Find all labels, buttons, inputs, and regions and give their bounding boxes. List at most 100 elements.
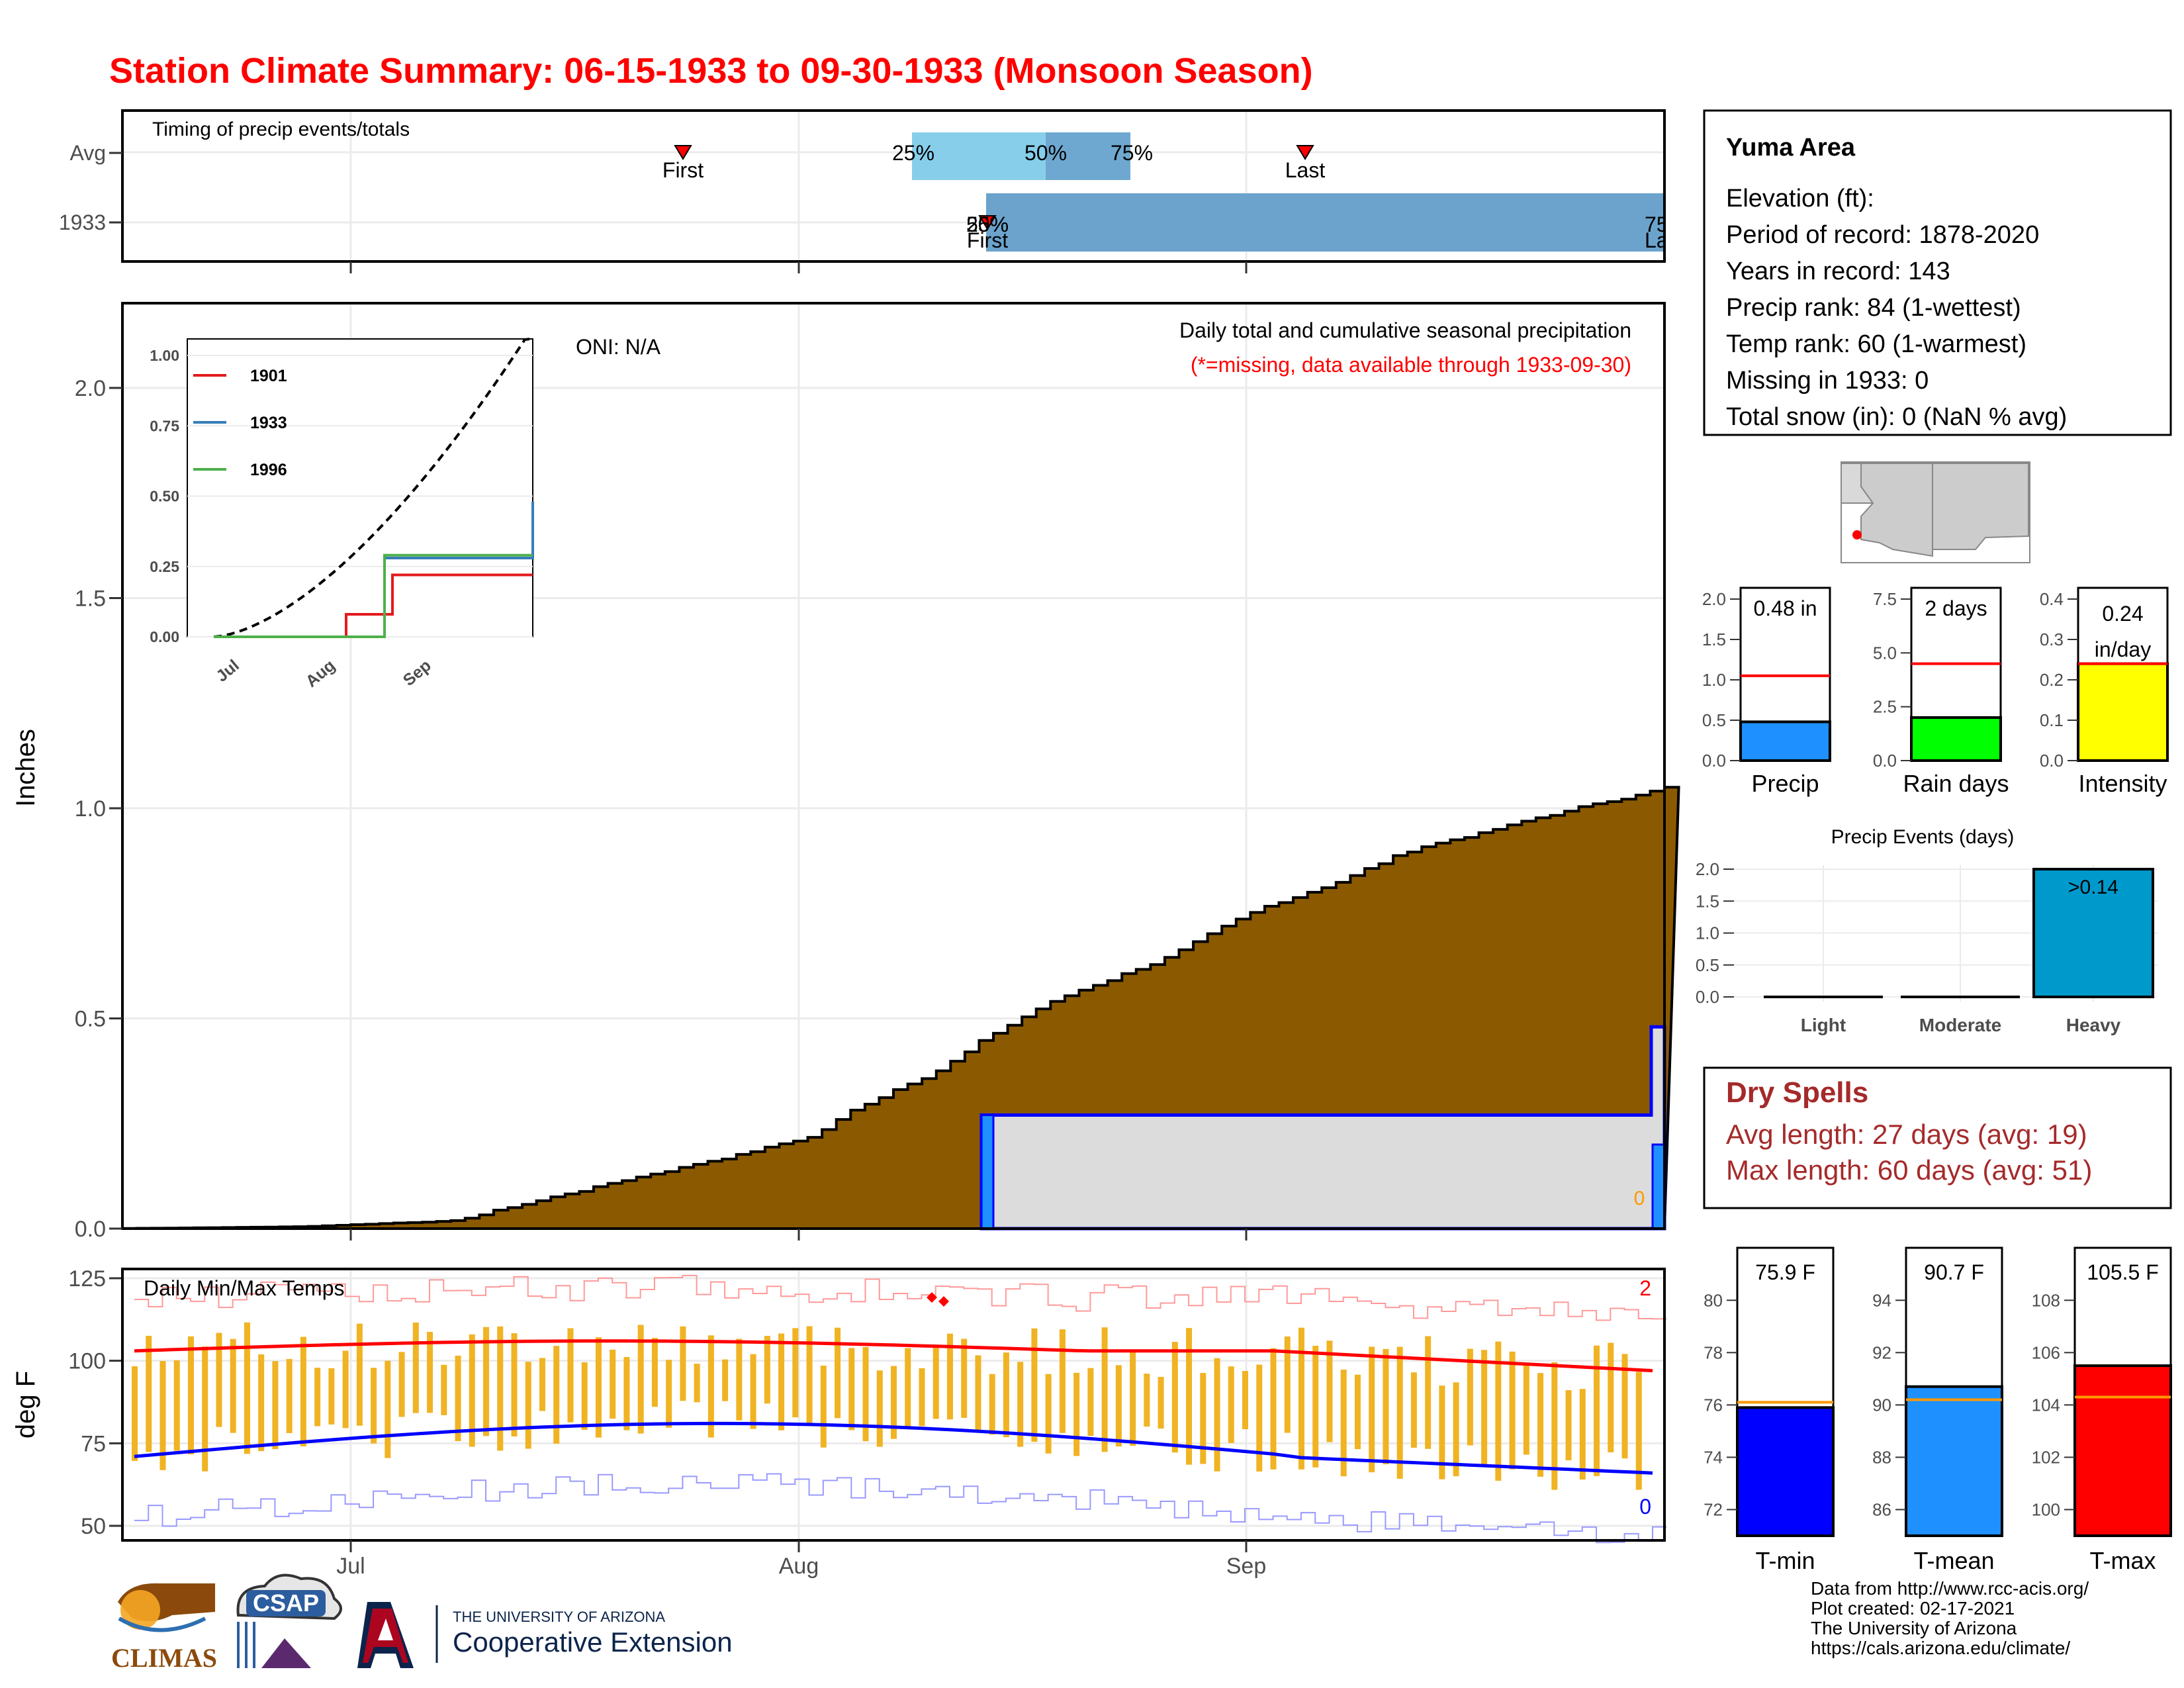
- temp-bar-tick: 90: [1872, 1395, 1891, 1415]
- inset-avg-line: [213, 337, 533, 638]
- daily-temp-bar: [1439, 1385, 1445, 1479]
- daily-temp-bar: [1383, 1348, 1389, 1465]
- daily-temp-bar: [595, 1337, 602, 1438]
- avg-first-marker: [674, 145, 692, 160]
- main-y-tick: 0.0: [75, 1217, 106, 1242]
- climas-logo-text: CLIMAS: [111, 1643, 217, 1673]
- daily-temp-bar: [427, 1331, 433, 1413]
- daily-temp-bar: [820, 1366, 827, 1448]
- csap-logo-rain: [237, 1622, 255, 1668]
- daily-temp-bar: [736, 1338, 743, 1421]
- temp-bar-value-1: 90.7 F: [1924, 1260, 1984, 1284]
- daily-temp-bar: [1425, 1336, 1432, 1449]
- daily-temp-bar: [1410, 1372, 1417, 1448]
- timing-row-1933: 1933: [59, 211, 106, 234]
- footer-line-2: Plot created: 02-17-2021: [1811, 1598, 2015, 1618]
- daily-temp-bar: [1509, 1351, 1516, 1470]
- daily-temp-bar: [905, 1348, 911, 1427]
- mini-bar-value-unit-2: in/day: [2095, 637, 2151, 661]
- daily-temp-bar: [146, 1335, 152, 1452]
- record-min-line: [134, 1473, 1667, 1544]
- record-high-marker: [938, 1296, 949, 1307]
- inset-series-1996: [214, 553, 533, 638]
- record-min-count: 0: [1639, 1495, 1651, 1519]
- record-max-line: [134, 1274, 1667, 1321]
- daily-temp-bar: [300, 1336, 306, 1446]
- missing-note: (*=missing, data available through 1933-…: [1191, 353, 1631, 377]
- temp-bar-tick: 108: [2032, 1290, 2060, 1310]
- main-panel-frame: [121, 302, 1666, 1230]
- temp-bar-tick: 106: [2032, 1342, 2060, 1362]
- inset-y-tick: 0.50: [150, 488, 179, 505]
- avg-iqr-low-box: [912, 132, 1046, 180]
- y1933-box: [986, 193, 1664, 252]
- daily-temp-bar: [244, 1322, 250, 1454]
- temp-bar-tick: 80: [1704, 1290, 1723, 1310]
- daily-precip-bar-2: [1651, 1143, 1666, 1230]
- ua-logo-block-a-hole: [378, 1618, 393, 1640]
- station-elevation: Elevation (ft):: [1726, 185, 1874, 212]
- station-period: Period of record: 1878-2020: [1726, 221, 2039, 249]
- daily-temp-bar: [806, 1326, 813, 1424]
- mini-bar-label-0: Precip: [1751, 770, 1819, 797]
- daily-temp-bar: [1635, 1372, 1642, 1490]
- main-y-label: Inches: [11, 729, 40, 807]
- daily-temp-bar: [835, 1327, 841, 1419]
- mini-bar-tick: 7.5: [1873, 589, 1897, 609]
- temp-bar-value-0: 75.9 F: [1755, 1260, 1815, 1284]
- ua-logo-small-text: THE UNIVERSITY OF ARIZONA: [453, 1609, 665, 1625]
- daily-temp-bar: [694, 1364, 700, 1403]
- mini-bar-tick: 0.1: [2040, 710, 2064, 730]
- daily-temp-bar: [1031, 1328, 1038, 1442]
- main-y-tick: 0.5: [75, 1007, 106, 1032]
- daily-temp-bar: [469, 1334, 475, 1447]
- daily-temp-bar: [314, 1368, 321, 1427]
- temp-bar-1: [1905, 1385, 2003, 1538]
- mini-bar-value-1: 2 days: [1925, 596, 1987, 620]
- mini-bar-label-2: Intensity: [2078, 770, 2167, 797]
- daily-temp-bar: [581, 1362, 588, 1430]
- footer-credits: Data from http://www.rcc-acis.org/ Plot …: [1811, 1579, 2089, 1658]
- mini-bar-tick: 5.0: [1873, 643, 1897, 663]
- footer-line-1: Data from http://www.rcc-acis.org/: [1811, 1578, 2089, 1599]
- station-precip-rank: Precip rank: 84 (1-wettest): [1726, 294, 2021, 322]
- daily-temp-bar: [891, 1366, 897, 1439]
- main-subtitle: Daily total and cumulative seasonal prec…: [1179, 318, 1631, 342]
- csap-logo-text: CSAP: [253, 1589, 319, 1617]
- precip-event-category-2: Heavy: [2066, 1015, 2121, 1035]
- footer-line-3: The University of Arizona: [1811, 1618, 2017, 1638]
- daily-temp-bar: [1115, 1365, 1122, 1447]
- mini-bar-tick: 0.0: [2040, 751, 2064, 771]
- daily-temp-bar: [132, 1366, 138, 1461]
- avg-p75-label: 75%: [1111, 141, 1153, 165]
- precip-event-category-0: Light: [1801, 1015, 1846, 1035]
- precip-event-bar-2: [2032, 868, 2154, 998]
- daily-temp-bar: [1256, 1364, 1263, 1472]
- daily-temp-bar: [1200, 1373, 1206, 1464]
- daily-temp-bar: [637, 1325, 644, 1434]
- station-snow: Total snow (in): 0 (NaN % avg): [1726, 403, 2067, 431]
- oni-label: ONI: N/A: [576, 335, 661, 359]
- daily-temp-bar: [1579, 1389, 1586, 1480]
- precip-events-tick: 0.5: [1696, 955, 1719, 975]
- inset-legend-label: 1996: [250, 461, 287, 479]
- avg-max-line: [134, 1339, 1653, 1373]
- daily-temp-bar: [862, 1346, 869, 1442]
- mini-bar-tick: 2.0: [1702, 589, 1726, 609]
- mini-bar-tick: 0.5: [1702, 710, 1726, 730]
- temp-bar-2: [2073, 1364, 2172, 1537]
- daily-temp-bar: [1158, 1377, 1164, 1429]
- daily-temp-bar: [919, 1368, 925, 1427]
- mini-bar-0: [1739, 720, 1831, 762]
- inset-legend-label: 1933: [250, 414, 287, 432]
- csap-logo-banner: [246, 1590, 326, 1617]
- avg-last-marker: [1296, 145, 1314, 160]
- temp-bar-label-2: T-max: [2089, 1547, 2156, 1574]
- daily-temp-bar: [1045, 1374, 1052, 1454]
- daily-temp-bar: [722, 1359, 729, 1401]
- temp-bar-tick: 74: [1704, 1447, 1723, 1467]
- daily-temp-bar: [483, 1327, 490, 1436]
- timing-overflow-mask: [1666, 212, 1706, 258]
- temp-bar-tick: 76: [1704, 1395, 1723, 1415]
- csap-logo-mountain: [261, 1638, 311, 1668]
